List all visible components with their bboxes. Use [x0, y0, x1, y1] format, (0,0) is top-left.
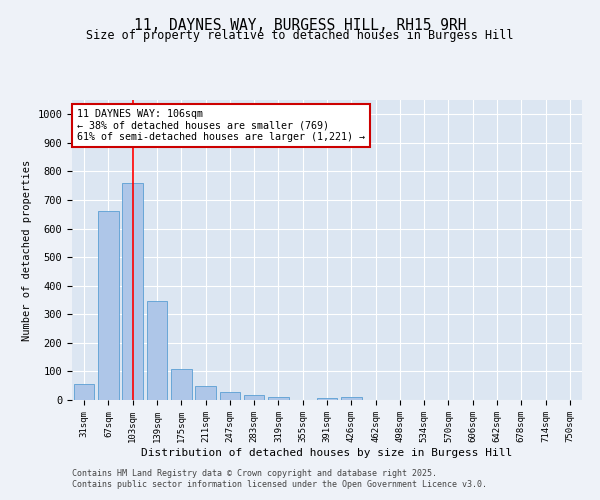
Text: 11, DAYNES WAY, BURGESS HILL, RH15 9RH: 11, DAYNES WAY, BURGESS HILL, RH15 9RH	[134, 18, 466, 32]
Bar	[341, 397, 362, 400]
Text: Contains public sector information licensed under the Open Government Licence v3: Contains public sector information licen…	[72, 480, 487, 489]
Bar	[74, 384, 94, 400]
Bar	[122, 183, 143, 400]
Text: Size of property relative to detached houses in Burgess Hill: Size of property relative to detached ho…	[86, 29, 514, 42]
Y-axis label: Number of detached properties: Number of detached properties	[22, 160, 32, 340]
Bar	[220, 392, 240, 400]
Text: 11 DAYNES WAY: 106sqm
← 38% of detached houses are smaller (769)
61% of semi-det: 11 DAYNES WAY: 106sqm ← 38% of detached …	[77, 109, 365, 142]
Bar	[171, 368, 191, 400]
Text: Contains HM Land Registry data © Crown copyright and database right 2025.: Contains HM Land Registry data © Crown c…	[72, 468, 437, 477]
Bar	[244, 395, 265, 400]
Bar	[317, 398, 337, 400]
Bar	[268, 397, 289, 400]
Bar	[146, 302, 167, 400]
Bar	[195, 386, 216, 400]
X-axis label: Distribution of detached houses by size in Burgess Hill: Distribution of detached houses by size …	[142, 448, 512, 458]
Bar	[98, 212, 119, 400]
